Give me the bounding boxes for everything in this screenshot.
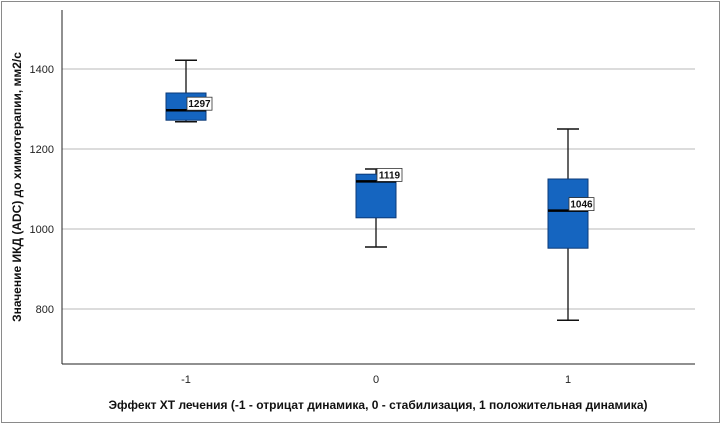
boxes: 1297 1119 1046 (165, 59, 595, 321)
y-tick-label: 800 (36, 304, 54, 316)
y-axis-label: Значение ИКД (ADC) до химиотерапии, мм2/… (10, 52, 24, 322)
box-group: 1297 (165, 59, 213, 123)
median-label-box (568, 197, 595, 212)
gridlines (62, 68, 695, 310)
x-tick-label: -1 (181, 374, 191, 386)
x-tick-label: 1 (565, 374, 571, 386)
median-label: 1297 (188, 99, 211, 110)
box-iqr (547, 178, 589, 249)
y-tick-label: 1000 (30, 224, 54, 236)
y-tick-labels: 800 1000 1200 1400 (30, 64, 54, 316)
x-axis-label: Эффект ХТ лечения (-1 - отрицат динамика… (109, 398, 648, 412)
y-tick-label: 1400 (30, 64, 54, 76)
median-label: 1046 (570, 200, 593, 211)
box-group: 1046 (547, 128, 595, 321)
box-group: 1119 (355, 167, 403, 248)
median-label-box (376, 167, 403, 182)
median-label-box (186, 96, 213, 111)
x-tick-label: 0 (373, 374, 379, 386)
median-label: 1119 (379, 170, 401, 181)
x-tick-labels: -1 0 1 (181, 374, 571, 386)
y-tick-label: 1200 (30, 144, 54, 156)
